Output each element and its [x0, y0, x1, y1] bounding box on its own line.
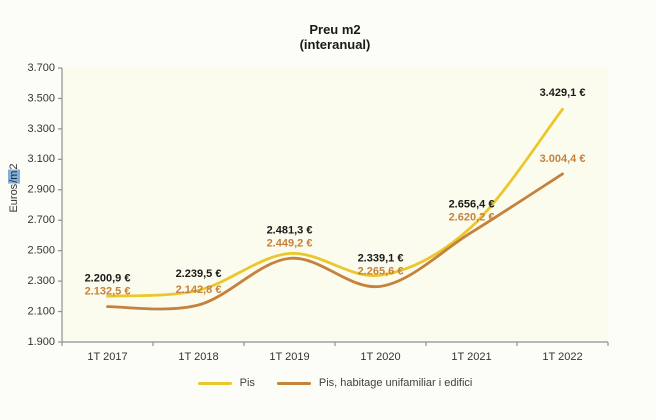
legend-label-pis: Pis — [239, 377, 255, 389]
data-label-unifamiliar: 2.142,8 € — [176, 284, 222, 296]
legend-item-unifamiliar: Pis, habitage unifamiliar i edifici — [276, 377, 473, 389]
data-label-pis: 2.200,9 € — [85, 273, 131, 285]
chart-title-line1: Preu m2 — [309, 22, 361, 37]
legend-line-unifamiliar-icon — [276, 381, 311, 385]
y-tick-label: 2.900 — [27, 184, 55, 196]
y-tick-label: 3.500 — [27, 92, 55, 104]
y-tick-label: 3.300 — [27, 123, 55, 135]
y-tick-label: 2.100 — [27, 305, 55, 317]
x-category-label: 1T 2022 — [542, 351, 582, 363]
chart-title: Preu m2 (interanual) — [62, 22, 608, 52]
x-category-label: 1T 2017 — [87, 351, 127, 363]
data-label-unifamiliar: 2.265,6 € — [358, 265, 404, 277]
data-label-pis: 3.429,1 € — [540, 87, 586, 99]
y-tick-label: 3.100 — [27, 153, 55, 165]
x-category-label: 1T 2021 — [451, 351, 491, 363]
legend: Pis Pis, habitage unifamiliar i edifici — [62, 377, 608, 389]
y-tick-label: 2.500 — [27, 245, 55, 257]
x-category-label: 1T 2018 — [178, 351, 218, 363]
y-tick-label: 2.300 — [27, 275, 55, 287]
data-label-pis: 2.481,3 € — [267, 224, 313, 236]
data-label-pis: 2.656,4 € — [449, 198, 495, 210]
chart-title-line2: (interanual) — [299, 37, 371, 52]
x-category-label: 1T 2019 — [269, 351, 309, 363]
y-tick-label: 1.900 — [27, 336, 55, 348]
data-label-unifamiliar: 2.132,5 € — [85, 286, 131, 298]
data-label-pis: 2.239,5 € — [176, 268, 222, 280]
y-tick-label: 2.700 — [27, 214, 55, 226]
series-line-0 — [106, 107, 564, 298]
x-category-label: 1T 2020 — [360, 351, 400, 363]
y-tick-label: 3.700 — [27, 62, 55, 74]
data-label-unifamiliar: 2.449,2 € — [267, 237, 313, 249]
legend-label-unifamiliar: Pis, habitage unifamiliar i edifici — [318, 377, 473, 389]
legend-line-pis-icon — [197, 381, 232, 385]
data-label-unifamiliar: 2.620,2 € — [449, 211, 495, 223]
legend-item-pis: Pis — [197, 377, 255, 389]
series-line-1 — [106, 172, 564, 311]
data-label-pis: 2.339,1 € — [358, 252, 404, 264]
plot-area — [62, 68, 608, 342]
data-label-unifamiliar: 3.004,4 € — [540, 153, 586, 165]
